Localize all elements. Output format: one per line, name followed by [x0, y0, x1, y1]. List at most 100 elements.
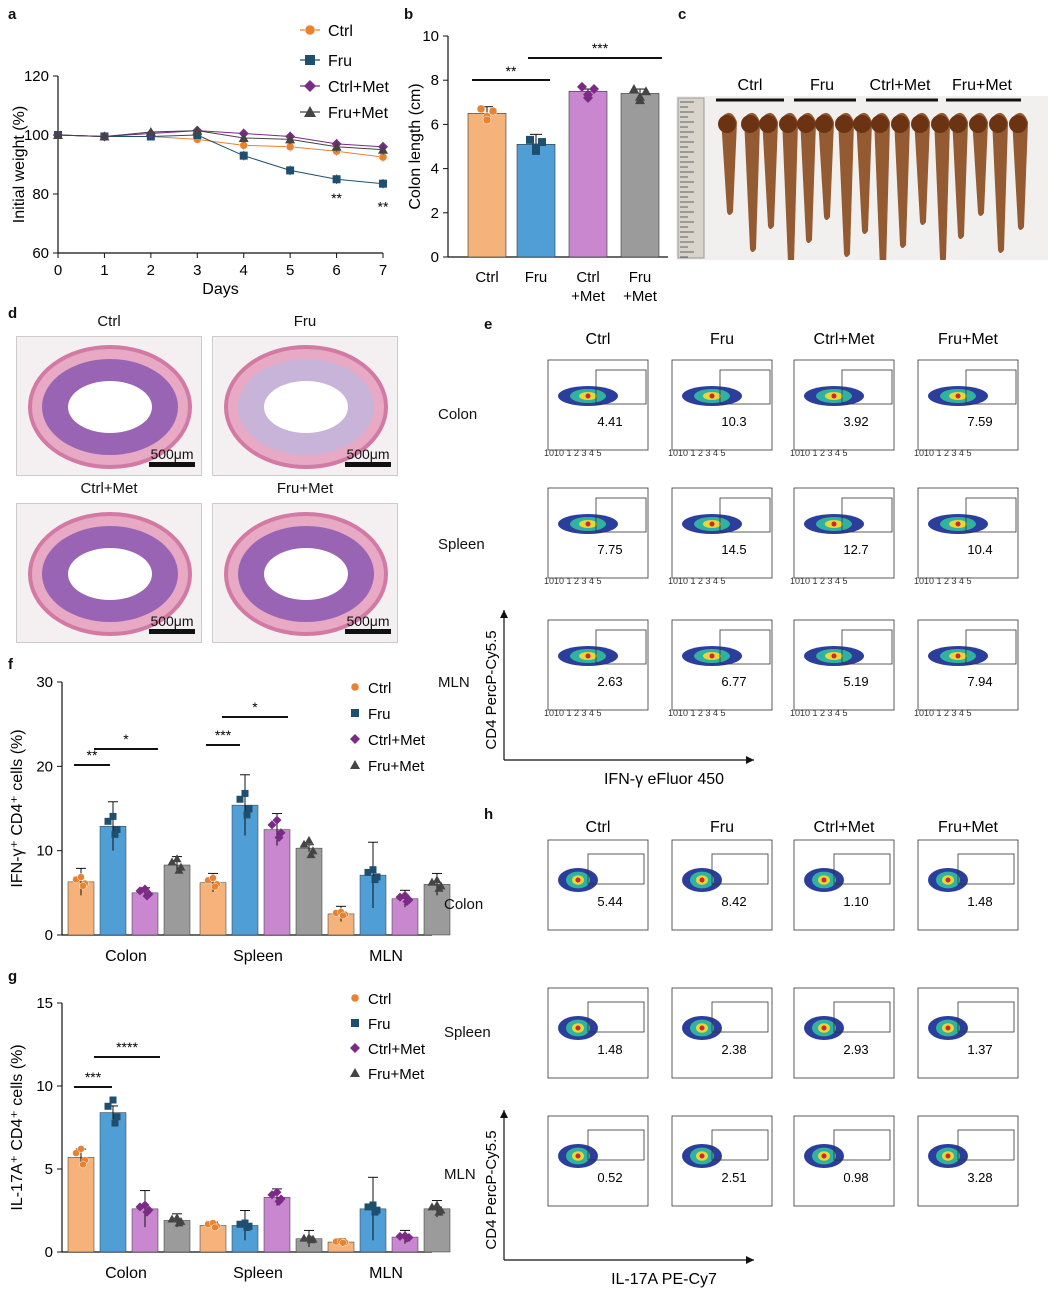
data-point [538, 138, 546, 147]
facs-gate [719, 629, 771, 665]
facs-plot: 0.98 [793, 1115, 895, 1207]
facs-plot: 0.52 [547, 1115, 649, 1207]
facs-gate [595, 629, 647, 665]
facs-density-peak [575, 877, 581, 883]
data-point [339, 1239, 347, 1247]
data-point [285, 134, 296, 144]
facs-x-ticks: 1010 1 2 3 4 5 [668, 448, 726, 458]
x-tick-label: Spleen [233, 1265, 283, 1282]
data-point [583, 92, 593, 103]
facs-density-peak [585, 521, 591, 527]
sig-label: * [252, 699, 258, 715]
facs-plot: 4.41 1010 1 2 3 4 5 [544, 359, 649, 458]
x-tick-label: MLN [369, 948, 403, 965]
tissue-section [224, 345, 388, 469]
facs-e-row-label: Colon [438, 406, 478, 423]
sig-label: ** [87, 747, 98, 763]
colon-cecum [835, 115, 853, 133]
facs-gate [711, 1001, 769, 1033]
data-point [236, 795, 244, 803]
colon-sample [992, 112, 1008, 253]
facs-h-row-label: Colon [444, 896, 484, 913]
data-point [488, 106, 498, 116]
data-point [142, 891, 152, 901]
data-point [286, 166, 295, 175]
colon-sample [782, 112, 798, 260]
data-point [192, 125, 203, 135]
facs-gate [587, 1001, 645, 1033]
colon-sample [914, 112, 930, 225]
facs-plot: 1.48 [917, 839, 1019, 931]
colon-sample [856, 112, 872, 234]
x-tick-label: 0 [54, 262, 62, 279]
y-tick-label: 80 [32, 186, 49, 203]
facs-gate [833, 1129, 891, 1161]
series-line-Fru+Met [57, 130, 384, 151]
colon-cecum [853, 115, 871, 133]
legend-marker [304, 80, 316, 92]
data-point [395, 892, 405, 902]
facs-density-peak [709, 393, 715, 399]
colon-cecum [815, 115, 833, 133]
facs-value: 3.28 [967, 1170, 992, 1185]
facs-x-arrowhead [746, 756, 754, 764]
micrograph-ctrl: Ctrl 500μm [16, 313, 202, 476]
micrograph-title: Ctrl [97, 313, 121, 330]
facs-value: 3.92 [843, 414, 868, 429]
micrograph-title: Ctrl+Met [80, 480, 138, 497]
facs-col-title: Ctrl+Met [814, 331, 875, 348]
bar-Ctrl-Colon [67, 1157, 95, 1253]
y-axis-label: Colon length (cm) [407, 83, 424, 209]
legend-label: Ctrl [368, 991, 391, 1008]
data-point [241, 1219, 249, 1227]
scale-label: 500μm [346, 446, 390, 462]
data-point [209, 874, 217, 882]
data-point [589, 84, 599, 95]
colon-sample [838, 112, 854, 257]
facs-density-peak [831, 393, 837, 399]
legend-marker [350, 760, 360, 769]
data-point [304, 835, 314, 844]
colon-length-bar-chart: 0 2 4 6 8 10 Colon length (cm) Ctrl Fru Ctrl +Met F… [407, 28, 668, 305]
facs-plot: 7.75 1010 1 2 3 4 5 [544, 487, 649, 586]
facs-y-arrowhead [500, 610, 508, 618]
panel-label-g: g [8, 968, 18, 985]
y-tick-label: 4 [431, 161, 439, 178]
tissue-lumen [264, 381, 348, 433]
facs-value: 7.75 [597, 542, 622, 557]
tissue-section [28, 345, 192, 469]
facs-plot: 10.3 1010 1 2 3 4 5 [668, 359, 773, 458]
weight-line-chart: 60 80 100 120 0 1 2 3 4 5 6 7 Days Initial weight (%)… [11, 23, 389, 298]
y-axis-label: Initial weight (%) [11, 106, 28, 223]
data-point [174, 1218, 184, 1227]
facs-plot: 14.5 1010 1 2 3 4 5 [668, 487, 773, 586]
data-point [77, 1145, 85, 1153]
sig-label: * [123, 731, 129, 747]
data-point [79, 882, 87, 890]
panel-label-d: d [8, 305, 18, 322]
scale-label: 500μm [346, 613, 390, 629]
data-point [239, 151, 248, 160]
facs-h-row-label: MLN [444, 1166, 476, 1183]
data-point [111, 830, 119, 838]
colon-cecum [718, 115, 736, 133]
y-tick-label: 0 [431, 249, 439, 266]
facs-value: 8.42 [721, 894, 746, 909]
x-tick-label: 5 [286, 262, 294, 279]
facs-plot: 5.44 [547, 839, 649, 931]
data-point [109, 812, 117, 820]
y-tick-label: 100 [24, 127, 49, 144]
il17a-bar-chart: 0 5 10 15 IL-17A⁺ CD4⁺ cells (%) Colon Spleen M… [9, 991, 451, 1282]
legend-label: Fru [368, 1016, 391, 1033]
colon-photo: Ctrl Fru Ctrl+Met Fru+Met [676, 77, 1048, 260]
colon-sample [818, 112, 834, 220]
facs-density-peak [945, 1025, 951, 1031]
data-point [532, 146, 540, 155]
colon-cecum [871, 115, 889, 133]
x-tick-label: Colon [105, 1265, 147, 1282]
colon-cecum [759, 115, 777, 133]
facs-value: 5.44 [597, 894, 622, 909]
facs-x-label: IL-17A PE-Cy7 [611, 1271, 717, 1288]
data-point [482, 115, 492, 125]
bar-Ctrl+Met-Spleen [263, 829, 291, 936]
